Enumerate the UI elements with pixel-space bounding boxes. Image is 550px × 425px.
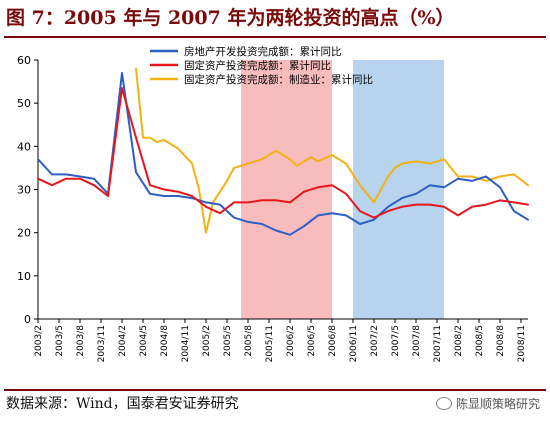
y-tick-label: 30 bbox=[17, 184, 31, 197]
title-divider bbox=[4, 36, 546, 38]
x-tick-label: 2008/11 bbox=[517, 325, 527, 362]
x-axis: 2003/2 2003/5 2003/8 2003/11 2004/2 2004/5 200… bbox=[34, 318, 528, 362]
x-tick-label: 2006/5 bbox=[307, 325, 317, 357]
y-tick-label: 60 bbox=[17, 54, 31, 67]
series-line-1 bbox=[37, 72, 529, 236]
x-tick-label: 2003/8 bbox=[76, 325, 86, 357]
y-tick-label: 50 bbox=[17, 97, 31, 110]
x-tick-label: 2007/11 bbox=[433, 325, 443, 362]
x-tick-label: 2003/11 bbox=[97, 325, 107, 362]
x-tick-label: 2006/8 bbox=[328, 325, 338, 357]
watermark: 陈显顺策略研究 bbox=[435, 395, 540, 412]
legend-label: 固定资产投资完成额：制造业：累计同比 bbox=[184, 73, 373, 86]
y-tick-label: 0 bbox=[24, 313, 31, 326]
x-tick-label: 2005/5 bbox=[223, 325, 233, 357]
series-line-3 bbox=[135, 67, 529, 234]
legend-label: 固定资产投资完成额：累计同比 bbox=[184, 59, 331, 72]
x-tick-label: 2003/2 bbox=[34, 325, 44, 357]
x-tick-label: 2007/5 bbox=[391, 325, 401, 357]
chat-bubble-icon bbox=[435, 397, 452, 410]
shaded-period-2 bbox=[353, 60, 444, 319]
x-tick-label: 2004/2 bbox=[118, 325, 128, 357]
x-tick-label: 2004/8 bbox=[160, 325, 170, 357]
y-tick-label: 10 bbox=[17, 270, 31, 283]
x-tick-label: 2006/2 bbox=[286, 325, 296, 357]
watermark-text: 陈显顺策略研究 bbox=[455, 397, 540, 411]
x-tick-label: 2005/2 bbox=[202, 325, 212, 357]
x-tick-label: 2003/5 bbox=[55, 325, 65, 357]
x-tick-label: 2007/2 bbox=[370, 325, 380, 357]
x-tick-label: 2004/11 bbox=[181, 325, 191, 362]
shaded-period-1 bbox=[241, 60, 332, 319]
legend-label: 房地产开发投资完成额：累计同比 bbox=[184, 45, 342, 58]
source-note: 数据来源：Wind，国泰君安证券研究 bbox=[6, 396, 239, 412]
x-tick-label: 2006/11 bbox=[349, 325, 359, 362]
x-tick-label: 2008/8 bbox=[496, 325, 506, 357]
x-tick-label: 2008/2 bbox=[454, 325, 464, 357]
x-tick-label: 2008/5 bbox=[475, 325, 485, 357]
x-tick-label: 2004/5 bbox=[139, 325, 149, 357]
x-tick-label: 2007/8 bbox=[412, 325, 422, 357]
x-tick-label: 2005/11 bbox=[265, 325, 275, 362]
series-lines bbox=[37, 67, 529, 236]
y-axis: 0 10 20 30 40 50 60 bbox=[17, 54, 39, 326]
y-tick-label: 40 bbox=[17, 140, 31, 153]
legend: 房地产开发投资完成额：累计同比固定资产投资完成额：累计同比固定资产投资完成额：制… bbox=[150, 45, 373, 86]
series-line-2 bbox=[37, 87, 529, 219]
x-tick-label: 2005/8 bbox=[244, 325, 254, 357]
y-tick-label: 20 bbox=[17, 227, 31, 240]
footer-divider bbox=[4, 389, 546, 391]
shaded-periods bbox=[241, 60, 444, 319]
figure-title: 图 7：2005 年与 2007 年为两轮投资的高点（%） bbox=[6, 7, 455, 29]
